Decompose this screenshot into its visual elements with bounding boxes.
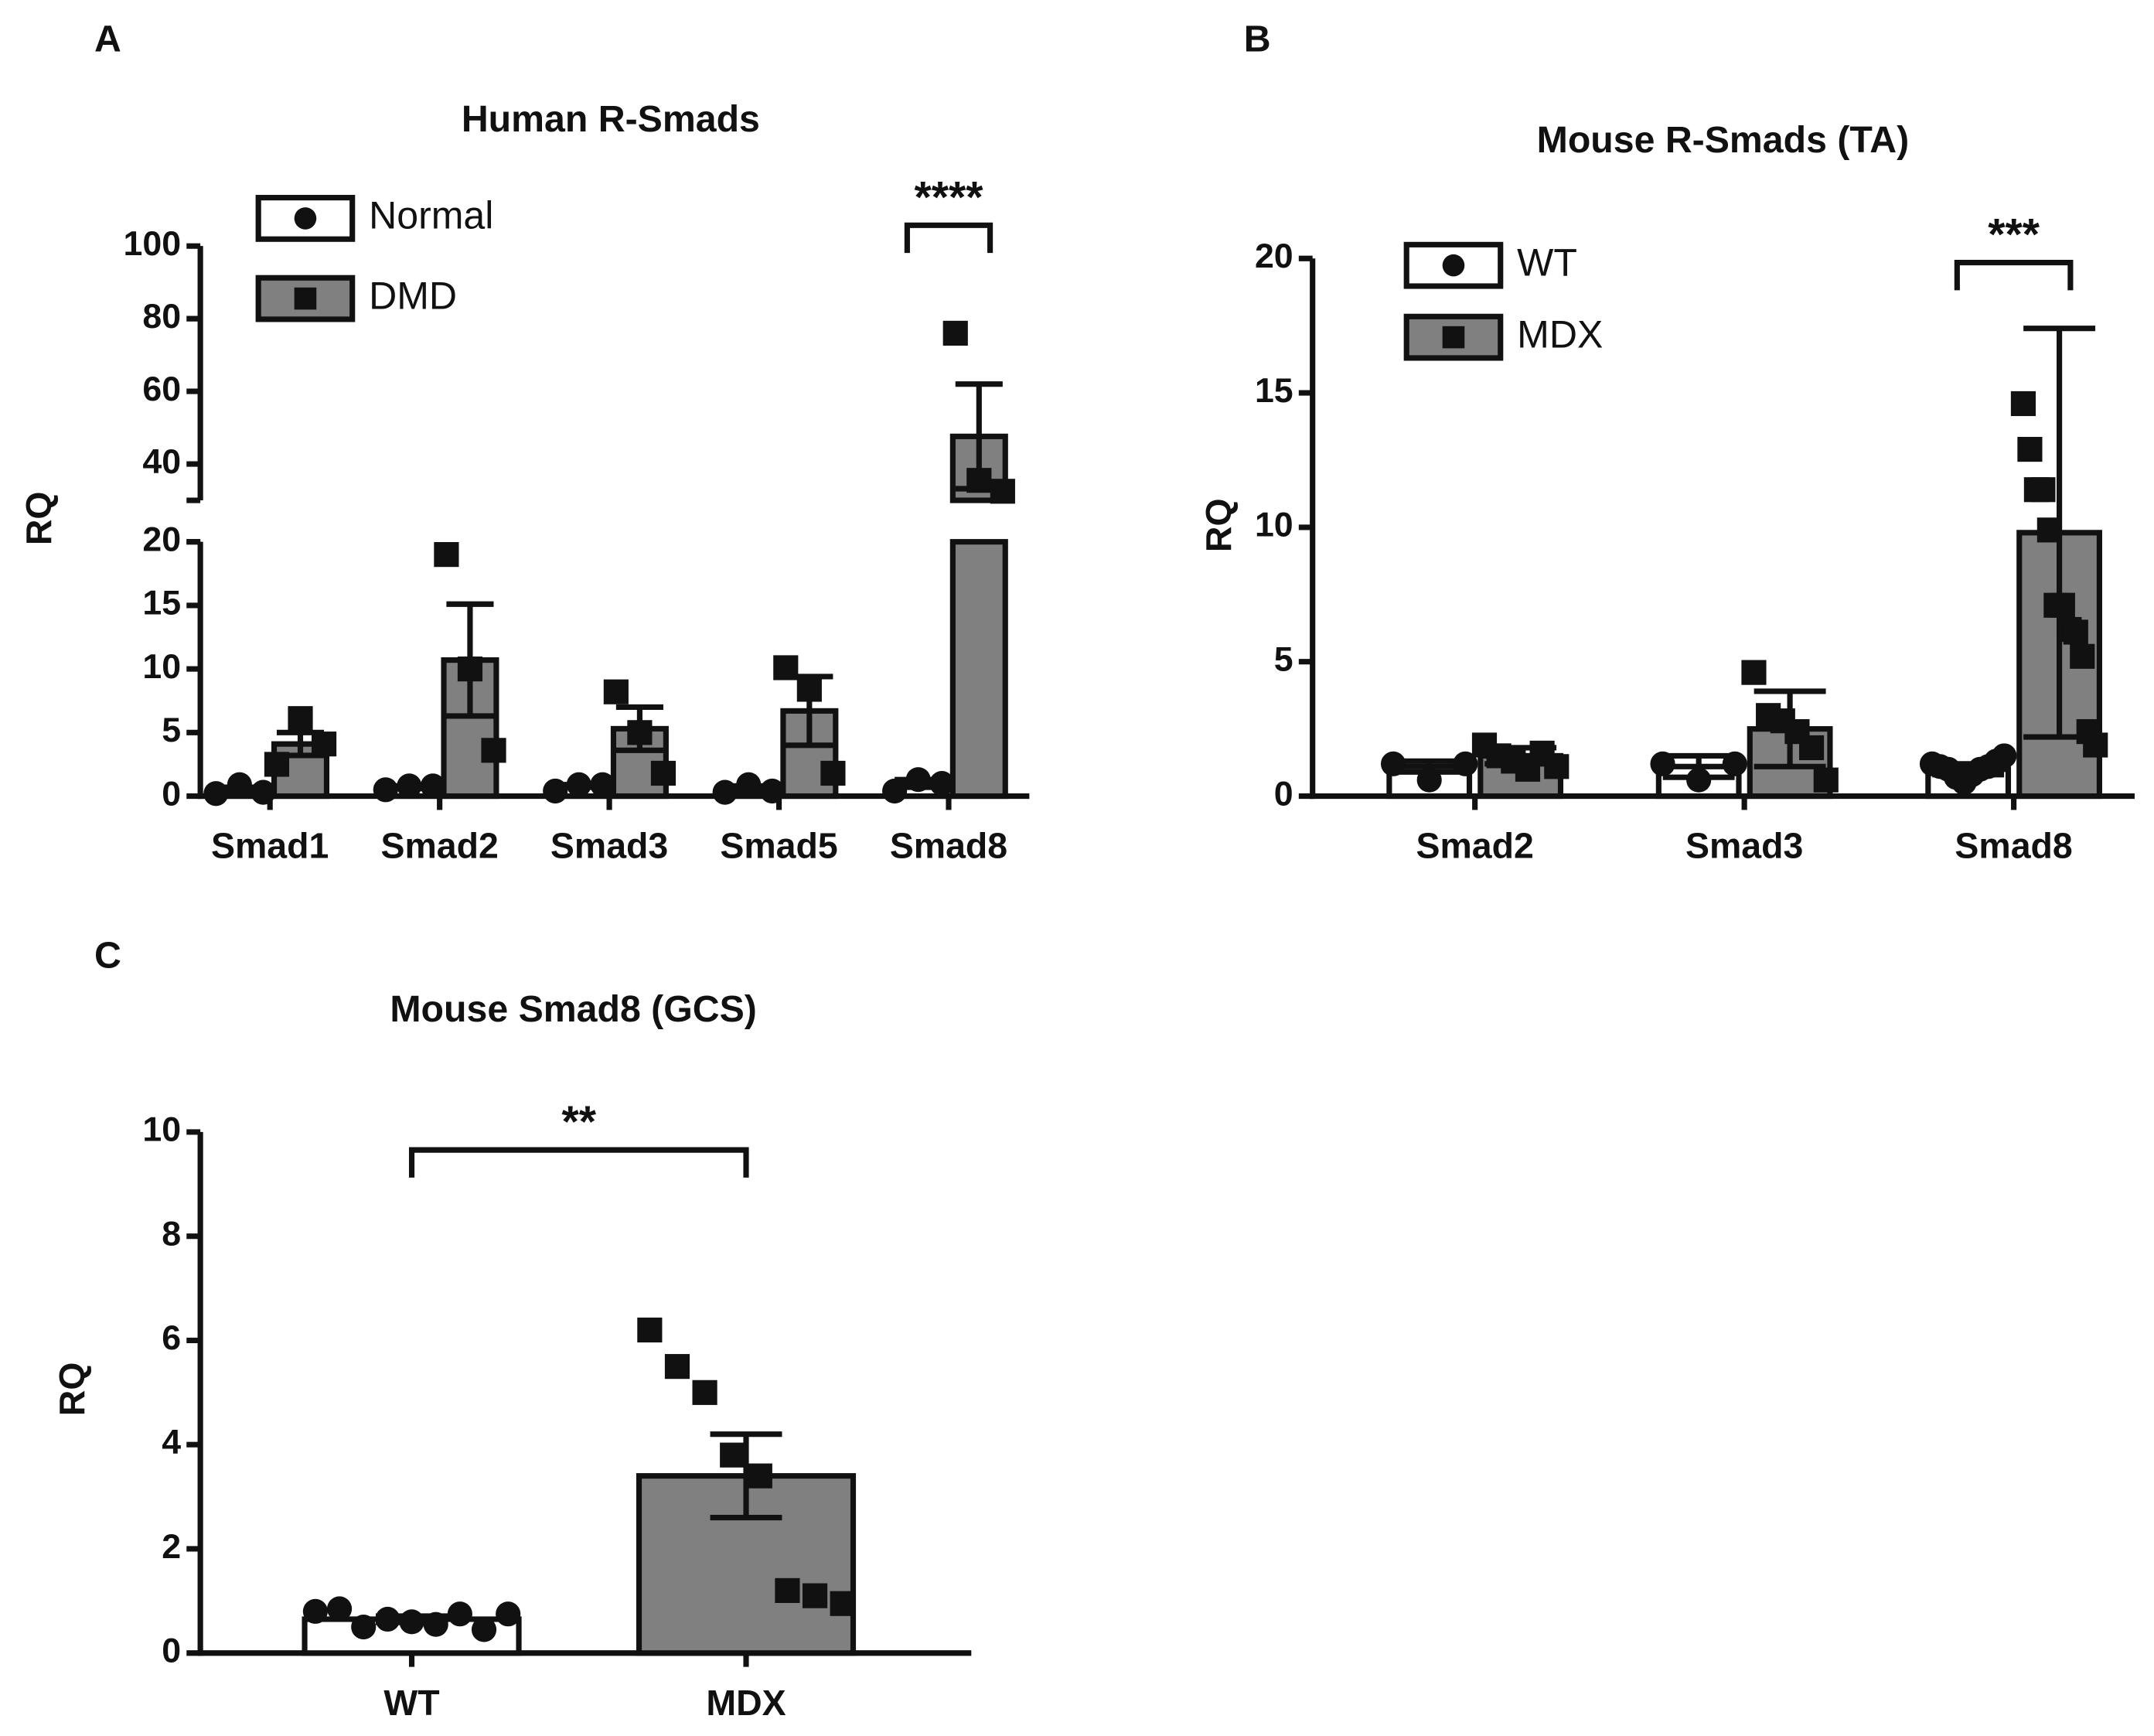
data-point [434, 542, 459, 568]
y-tick-label: 5 [1274, 641, 1293, 679]
legend-swatch [255, 195, 356, 242]
data-point [664, 1354, 690, 1380]
data-point [692, 1380, 717, 1405]
legend-marker [294, 287, 317, 310]
data-point [302, 1598, 328, 1624]
y-tick-label: 10 [1255, 506, 1293, 544]
y-tick-label: 6 [162, 1319, 181, 1357]
y-tick-label: 60 [142, 370, 181, 408]
y-tick-label: 20 [142, 520, 181, 558]
x-tick-label: Smad8 [1955, 826, 2072, 866]
significance-label: **** [914, 172, 983, 222]
significance-bracket [904, 222, 993, 254]
data-point [447, 1601, 472, 1627]
y-axis-label: RQ [19, 491, 59, 545]
data-point [747, 1463, 772, 1489]
significance-bracket [408, 1147, 749, 1178]
legend-label: Normal [369, 194, 493, 237]
y-tick-label: 0 [1274, 775, 1293, 813]
x-tick-label: WT [383, 1683, 439, 1723]
y-tick-label: 10 [142, 648, 181, 686]
panel-label: C [94, 934, 121, 976]
data-point [802, 1583, 828, 1608]
y-axis-label: RQ [52, 1363, 92, 1417]
data-point [2063, 619, 2088, 645]
panel-label: B [1244, 18, 1271, 60]
bar [949, 539, 1008, 800]
y-tick-label: 40 [142, 443, 181, 481]
data-point [603, 679, 629, 704]
data-point [2070, 643, 2095, 669]
y-axis-label: RQ [1198, 498, 1239, 552]
y-tick-label: 0 [162, 775, 181, 813]
chart-title: Mouse Smad8 (GCS) [390, 988, 756, 1030]
y-tick-label: 8 [162, 1215, 181, 1253]
legend-marker [1442, 326, 1465, 349]
data-point [311, 732, 337, 757]
x-tick-label: Smad5 [720, 826, 837, 866]
data-point [720, 1442, 745, 1468]
y-tick-label: 0 [162, 1632, 181, 1670]
data-point [375, 1606, 400, 1632]
data-point [1799, 735, 1825, 761]
legend-label: DMD [369, 274, 457, 317]
significance-bracket [1954, 260, 2074, 291]
y-tick-label: 15 [142, 585, 181, 622]
data-point [820, 760, 846, 786]
data-point [2030, 477, 2056, 503]
data-point [471, 1617, 497, 1642]
legend-label: MDX [1517, 312, 1603, 356]
y-tick-label: 80 [142, 298, 181, 336]
data-point [2010, 391, 2036, 417]
data-point [2050, 592, 2075, 618]
data-point [942, 320, 968, 346]
significance-label: *** [1988, 210, 2040, 260]
x-tick-label: MDX [706, 1683, 786, 1723]
legend-marker [1442, 254, 1465, 277]
significance-label: ** [562, 1097, 597, 1147]
data-point [351, 1614, 377, 1640]
y-tick-label: 20 [1255, 237, 1293, 275]
data-point [2017, 436, 2043, 462]
y-tick-label: 4 [162, 1424, 181, 1461]
data-point [1741, 660, 1767, 685]
legend-marker [294, 207, 317, 230]
chart-title: Human R-Smads [462, 98, 760, 140]
data-point [775, 1577, 800, 1603]
data-point [830, 1591, 855, 1616]
x-tick-label: Smad2 [1416, 826, 1534, 866]
y-tick-label: 2 [162, 1528, 181, 1566]
y-tick-label: 10 [142, 1111, 181, 1149]
data-point [326, 1596, 353, 1622]
x-tick-label: Smad2 [380, 826, 498, 866]
y-tick-label: 5 [162, 711, 181, 749]
x-tick-label: Smad8 [890, 826, 1007, 866]
data-point [637, 1317, 663, 1343]
x-tick-label: Smad1 [211, 826, 329, 866]
chart-title: Mouse R-Smads (TA) [1537, 119, 1910, 161]
data-point [288, 706, 313, 732]
legend-label: WT [1517, 240, 1577, 284]
data-point [481, 738, 506, 763]
data-point [650, 760, 677, 786]
panel-label: A [94, 18, 121, 60]
x-tick-label: Smad3 [550, 826, 668, 866]
y-tick-label: 15 [1255, 372, 1293, 410]
data-point [1813, 767, 1839, 793]
x-tick-label: Smad3 [1685, 826, 1803, 866]
data-point [496, 1601, 521, 1627]
y-tick-label: 100 [124, 225, 182, 263]
